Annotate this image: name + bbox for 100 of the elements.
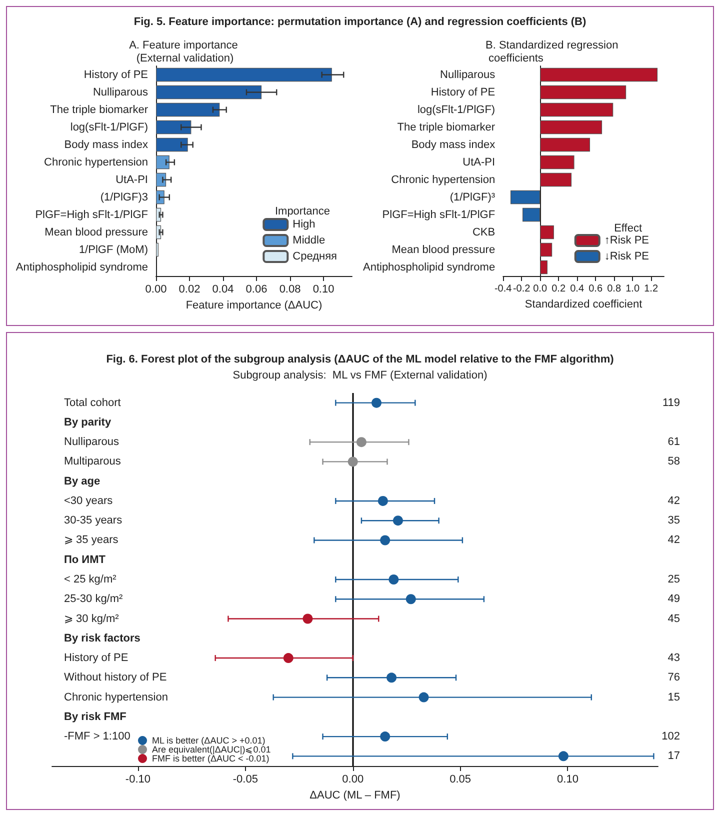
bar — [522, 208, 540, 222]
point — [386, 672, 397, 683]
bar — [156, 68, 332, 82]
y-tick-label: Body mass index — [411, 138, 496, 151]
point — [392, 516, 403, 526]
y-tick-label: По ИМТ — [64, 554, 106, 566]
legend-label: FMF is better (ΔAUC < -0.01) — [152, 754, 270, 764]
bar — [540, 68, 658, 82]
y-tick-label: Antiphospholipid syndrome — [362, 261, 496, 274]
x-tick-label: 0.4 — [570, 284, 584, 294]
chart-title: B. Standardized regression coefficients — [486, 40, 618, 64]
point — [302, 614, 313, 624]
bar — [540, 155, 574, 170]
y-tick-label: Body mass index — [64, 138, 148, 151]
bar — [540, 242, 552, 257]
point — [348, 456, 358, 467]
y-tick-label: Chronic hypertension — [44, 156, 148, 168]
bar — [540, 120, 602, 134]
y2-tick-label: 42 — [668, 494, 680, 507]
x-tick-label: 1.0 — [626, 284, 640, 294]
x-tick-label: 0.04 — [212, 284, 234, 296]
y2-tick-label: 102 — [662, 730, 680, 743]
x-tick-label: 0.00 — [342, 774, 364, 786]
bar — [540, 225, 554, 240]
y-tick-label: UtA-PI — [116, 174, 148, 186]
y-tick-label: The triple biomarker — [50, 104, 148, 116]
x-tick-label: 0.10 — [557, 774, 578, 786]
y-tick-label: 25-30 kg/m² — [64, 593, 124, 606]
y-tick-label: (1/PlGF)³ — [450, 191, 496, 204]
y2-tick-label: 58 — [668, 456, 680, 468]
y-tick-label: Nulliparous — [440, 68, 496, 81]
point — [406, 594, 416, 604]
y2-tick-label: 15 — [668, 691, 680, 704]
bar — [156, 102, 220, 117]
y-tick-label: Without history of PE — [64, 672, 167, 684]
point — [378, 496, 388, 506]
x-axis-title: Feature importance (ΔAUC) — [186, 299, 322, 312]
x-tick-label: -0.05 — [232, 774, 258, 786]
point — [372, 398, 382, 408]
x-tick-label: -0.4 — [494, 284, 512, 294]
y2-tick-label: 119 — [662, 396, 680, 409]
x-tick-label: 0.06 — [246, 284, 268, 296]
y2-tick-label: 49 — [668, 593, 680, 606]
bar — [540, 172, 572, 187]
y-tick-label: By risk FMF — [64, 710, 127, 723]
y-tick-label: By risk factors — [64, 632, 140, 644]
x-tick-label: 0.10 — [312, 284, 334, 296]
y-tick-label: log(sFlt-1/PlGF) — [70, 121, 148, 134]
y-tick-label: Nulliparous — [92, 86, 148, 98]
y-tick-label: History of PE — [84, 68, 148, 81]
y2-tick-label: 45 — [668, 612, 680, 625]
y-tick-label: PlGF=High sFlt-1/PlGF — [382, 208, 496, 221]
y2-tick-label: 17 — [668, 750, 680, 762]
y-tick-label: -FMF > 1:100 — [64, 730, 130, 743]
y-tick-label: Chronic hypertension — [391, 174, 496, 186]
y2-tick-label: 42 — [668, 534, 680, 546]
y-tick-label: 30-35 years — [64, 514, 123, 527]
bar — [156, 85, 262, 100]
y-tick-label: Mean blood pressure — [44, 226, 148, 238]
chart-subtitle: A. Feature importance (External validation) — [129, 40, 241, 64]
chart-subtitle: Subgroup analysis: ML vs FMF (External validation) — [232, 370, 488, 382]
y-tick-label: Multiparous — [64, 456, 122, 468]
y-tick-label: History of PE — [64, 652, 128, 664]
x-tick-label: 1.2 — [644, 284, 658, 294]
y-tick-label: <30 years — [64, 494, 114, 507]
bar — [156, 138, 188, 152]
y-tick-label: Total cohort — [64, 396, 121, 409]
legend-label: ML is better (ΔAUC > +0.01) — [152, 736, 266, 746]
y2-tick-label: 25 — [668, 574, 680, 586]
x-tick-label: 0.05 — [450, 774, 472, 786]
bar — [540, 260, 548, 274]
y-tick-label: CKB — [472, 226, 496, 238]
legend-title: Effect — [614, 222, 642, 234]
y-tick-label: By parity — [64, 416, 112, 428]
x-tick-label: -0.10 — [125, 774, 150, 786]
legend-label: ↓Risk PE — [604, 250, 650, 262]
y-tick-label: PlGF=High sFlt-1/PlGF — [35, 208, 148, 221]
point — [418, 692, 429, 702]
y2-tick-label: 43 — [668, 652, 680, 664]
point — [558, 751, 568, 762]
y-tick-label: History of PE — [430, 86, 496, 98]
x-tick-label: 0.0 — [533, 284, 548, 294]
bar — [156, 155, 170, 170]
x-tick-label: 0.00 — [145, 284, 167, 296]
y-tick-label: Nulliparous — [64, 436, 120, 448]
y-tick-label: Antiphospholipid syndrome — [16, 261, 148, 274]
legend-title: Importance — [274, 206, 330, 218]
x-tick-label: 0.8 — [607, 284, 622, 294]
chart-title: Fig. 5. Feature importance: permutation importance (A) and regression coefficients (B) — [132, 16, 588, 28]
x-axis-title: ΔAUC (ML – FMF) — [310, 789, 400, 802]
x-axis-title: Standardized coefficient — [524, 298, 642, 310]
chart-title: Fig. 6. Forest plot of the subgroup analysis (ΔAUC of the ML model relative to the FMF algorithm) — [106, 354, 614, 366]
y-tick-label: The triple biomarker — [397, 121, 496, 134]
y-tick-label: 1/PlGF (MoM) — [78, 244, 148, 256]
point — [283, 653, 294, 664]
y-tick-label: Chronic hypertension — [64, 691, 168, 704]
point — [388, 574, 399, 584]
x-tick-label: 0.02 — [178, 284, 200, 296]
y-tick-label: (1/PlGF)3 — [100, 191, 148, 204]
point — [380, 732, 390, 742]
